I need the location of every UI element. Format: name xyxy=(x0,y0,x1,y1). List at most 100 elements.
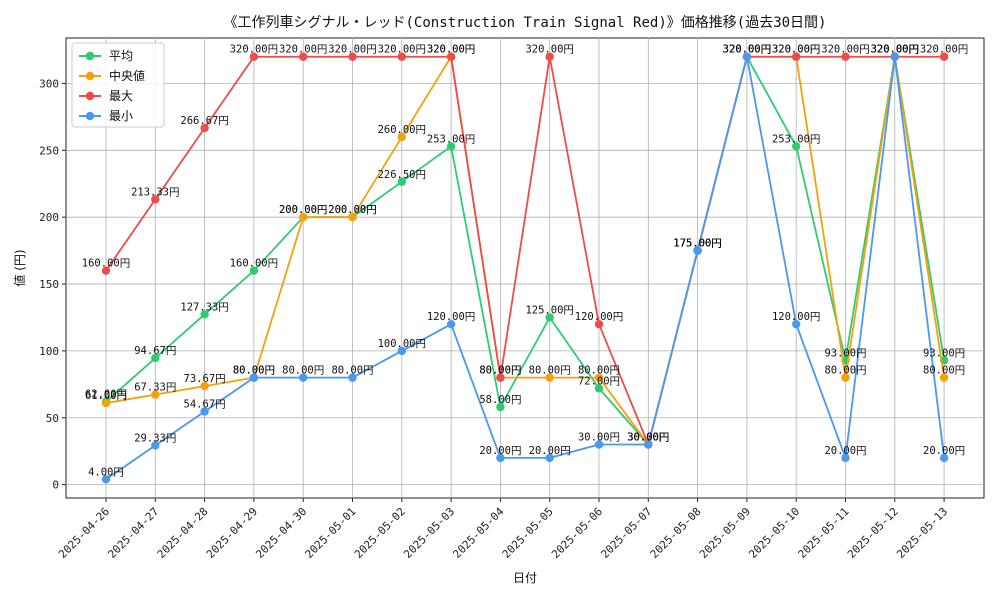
legend-label: 中央値 xyxy=(109,68,145,83)
y-tick-label: 200 xyxy=(39,211,59,224)
x-tick-label: 2025-04-26 xyxy=(56,505,112,561)
y-tick-label: 0 xyxy=(52,479,59,492)
data-label: 320.00円 xyxy=(723,44,771,56)
data-label: 175.00円 xyxy=(673,238,721,250)
data-point xyxy=(299,212,308,222)
data-point xyxy=(200,407,209,416)
y-tick-label: 150 xyxy=(39,278,59,291)
data-label: 320.00円 xyxy=(723,44,771,56)
legend-swatch-marker xyxy=(85,91,95,101)
data-point xyxy=(397,346,406,356)
legend-label: 最大 xyxy=(109,89,133,103)
data-label: 54.67円 xyxy=(184,399,226,411)
data-label: 30.00円 xyxy=(627,432,669,444)
data-label: 127.33円 xyxy=(180,301,228,313)
data-label: 58.00円 xyxy=(479,394,521,406)
data-label: 80.00円 xyxy=(282,365,324,377)
data-label: 80.00円 xyxy=(529,365,571,377)
legend-swatch-marker xyxy=(85,71,95,81)
data-point xyxy=(101,398,111,408)
data-point xyxy=(446,52,456,61)
data-label: 80.00円 xyxy=(923,365,965,377)
x-tick-label: 2025-05-11 xyxy=(796,505,852,561)
data-label: 260.00円 xyxy=(378,124,426,136)
data-point xyxy=(792,52,801,61)
data-label: 80.00円 xyxy=(479,365,521,377)
data-point xyxy=(446,142,456,151)
data-label: 175.00円 xyxy=(673,238,721,250)
data-label: 320.00円 xyxy=(427,44,475,56)
data-label: 320.00円 xyxy=(328,44,376,56)
data-label: 120.00円 xyxy=(772,311,820,323)
data-label: 62.00円 xyxy=(85,389,127,401)
data-label: 320.00円 xyxy=(821,44,869,56)
data-label: 93.00円 xyxy=(824,347,866,359)
x-tick-label: 2025-04-27 xyxy=(105,505,161,561)
data-label: 200.00円 xyxy=(328,204,376,216)
data-point xyxy=(397,177,406,186)
data-label: 80.00円 xyxy=(578,365,620,377)
y-tick-label: 250 xyxy=(39,144,59,157)
x-tick-label: 2025-04-30 xyxy=(253,505,309,561)
data-label: 200.00円 xyxy=(279,204,327,216)
data-point xyxy=(890,52,899,61)
data-point xyxy=(496,453,505,463)
data-label: 160.00円 xyxy=(230,258,278,270)
data-label: 80.00円 xyxy=(331,365,373,377)
data-point xyxy=(545,453,554,463)
data-label: 320.00円 xyxy=(871,44,919,56)
x-tick-label: 2025-05-07 xyxy=(598,505,654,561)
data-point xyxy=(742,52,752,61)
data-point xyxy=(151,441,160,450)
data-point xyxy=(939,373,949,382)
y-axis-title: 値 (円) xyxy=(12,249,27,286)
data-point xyxy=(545,52,554,61)
data-label: 120.00円 xyxy=(427,311,475,323)
x-tick-label: 2025-05-05 xyxy=(500,505,556,561)
x-tick-label: 2025-05-08 xyxy=(648,505,704,561)
data-label: 320.00円 xyxy=(427,44,475,56)
data-label: 80.00円 xyxy=(233,365,275,377)
data-point xyxy=(594,319,604,329)
data-label: 29.33円 xyxy=(134,432,176,444)
data-label: 20.00円 xyxy=(479,445,521,457)
data-point xyxy=(939,453,949,463)
legend-label: 平均 xyxy=(109,49,133,63)
data-label: 100.00円 xyxy=(378,338,426,350)
data-label-layer: 62.00円 94.67円 127.33円 160.00円 200.00円 200.00円… xyxy=(82,44,969,479)
data-label: 200.00円 xyxy=(328,204,376,216)
data-point xyxy=(446,319,456,329)
y-tick-label: 50 xyxy=(46,412,59,425)
data-point xyxy=(348,52,357,61)
series-line-3 xyxy=(105,55,945,481)
data-label: 200.00円 xyxy=(279,204,327,216)
legend-box xyxy=(71,42,165,128)
data-point xyxy=(496,402,505,412)
data-label: 80.00円 xyxy=(233,365,275,377)
data-label: 94.67円 xyxy=(134,345,176,357)
data-point xyxy=(200,381,209,391)
data-point xyxy=(792,319,801,329)
data-point xyxy=(841,373,850,382)
data-label: 320.00円 xyxy=(723,44,771,56)
data-point xyxy=(299,373,308,382)
data-label: 93.00円 xyxy=(923,347,965,359)
data-point xyxy=(594,384,604,393)
data-label: 80.00円 xyxy=(824,365,866,377)
x-tick-label: 2025-05-01 xyxy=(303,505,359,561)
data-label: 320.00円 xyxy=(230,44,278,56)
data-label: 20.00円 xyxy=(824,445,866,457)
data-point xyxy=(644,440,653,449)
series-line-1 xyxy=(105,55,945,446)
data-label: 320.00円 xyxy=(772,44,820,56)
data-label: 253.00円 xyxy=(427,133,475,145)
data-point xyxy=(939,52,949,61)
x-tick-label: 2025-05-02 xyxy=(352,505,408,561)
data-label: 30.00円 xyxy=(578,432,620,444)
data-point xyxy=(200,310,209,319)
data-label: 20.00円 xyxy=(529,445,571,457)
data-label: 20.00円 xyxy=(923,445,965,457)
data-point xyxy=(792,142,801,151)
x-tick-label: 2025-05-09 xyxy=(697,505,753,561)
